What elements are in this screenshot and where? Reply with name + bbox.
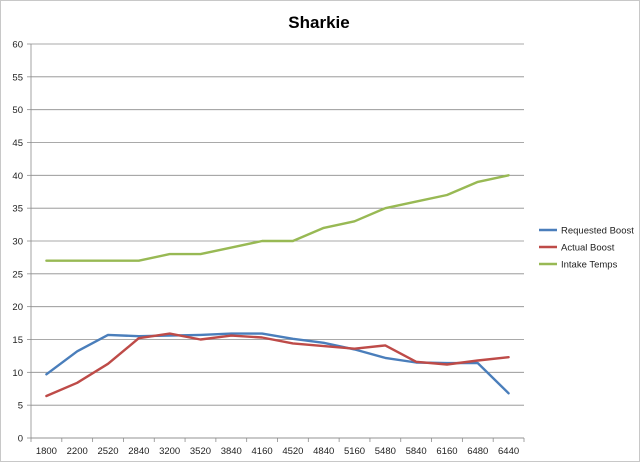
legend-label: Intake Temps	[561, 260, 618, 271]
y-tick-label: 35	[12, 204, 23, 215]
y-tick-label: 30	[12, 237, 23, 248]
y-tick-label: 20	[12, 302, 23, 313]
series-lines	[45, 174, 510, 398]
x-tick-label: 4520	[282, 446, 303, 457]
x-tick-label: 5840	[406, 446, 427, 457]
y-axis: 0 5 10 15 20 25 30 35 40 45 50 55 60	[12, 40, 32, 445]
y-tick-label: 25	[12, 269, 23, 280]
y-tick-label: 10	[12, 368, 23, 379]
chart-title: Sharkie	[288, 13, 349, 32]
y-tick-label: 40	[12, 171, 23, 182]
x-tick-label: 5480	[375, 446, 396, 457]
y-tick-label: 45	[12, 138, 23, 149]
y-tick-label: 5	[18, 401, 23, 412]
x-tick-label: 6160	[436, 446, 457, 457]
gridlines	[31, 43, 524, 439]
y-tick-label: 60	[12, 40, 23, 51]
x-tick-label: 2520	[97, 446, 118, 457]
y-tick-label: 0	[18, 434, 23, 445]
x-tick-label: 6440	[498, 446, 519, 457]
legend-label: Requested Boost	[561, 226, 634, 237]
y-tick-label: 50	[12, 105, 23, 116]
x-tick-label: 4840	[313, 446, 334, 457]
x-tick-label: 4160	[252, 446, 273, 457]
x-tick-label: 3840	[221, 446, 242, 457]
series-line-intake-temps	[45, 174, 510, 262]
x-axis: 1800 2200 2520 2840 3200 3520 3840 4160 4520 4840…	[30, 437, 525, 457]
x-tick-label: 6480	[467, 446, 488, 457]
x-tick-label: 3520	[190, 446, 211, 457]
x-tick-label: 2840	[128, 446, 149, 457]
x-tick-label: 2200	[67, 446, 88, 457]
x-tick-label: 1800	[36, 446, 57, 457]
y-tick-label: 55	[12, 72, 23, 83]
legend: Requested Boost Actual Boost Intake Temps	[539, 226, 634, 271]
series-line-actual-boost	[45, 332, 510, 398]
legend-label: Actual Boost	[561, 243, 615, 254]
x-tick-label: 3200	[159, 446, 180, 457]
x-tick-label: 5160	[344, 446, 365, 457]
y-tick-label: 15	[12, 335, 23, 346]
